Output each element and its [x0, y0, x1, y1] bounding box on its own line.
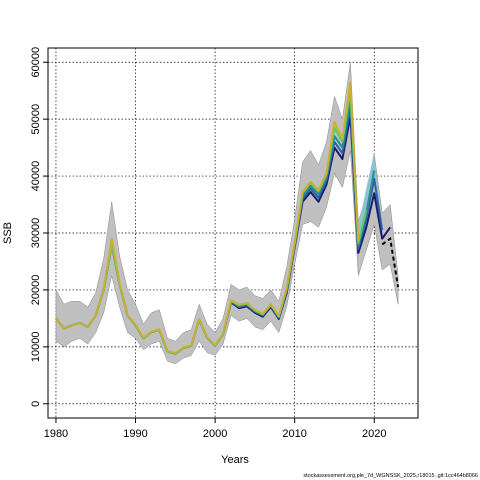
x-tick-label: 2010	[282, 428, 306, 440]
ssb-series-line-3	[55, 98, 376, 355]
confidence-band	[55, 62, 399, 365]
y-tick-label: 50000	[30, 104, 42, 135]
ssb-series-line-5	[55, 81, 360, 355]
y-tick-label: 60000	[30, 47, 42, 78]
series-lines	[55, 81, 400, 355]
grid-lines	[48, 48, 418, 418]
y-tick-label: 20000	[30, 275, 42, 306]
y-tick-label: 0	[30, 401, 42, 407]
y-tick-label: 30000	[30, 218, 42, 249]
y-axis-title: SSB	[2, 222, 14, 244]
x-tick-label: 2000	[203, 428, 227, 440]
y-tick-label: 40000	[30, 161, 42, 192]
x-axis: 1980 1990 2000 2010 2020	[44, 418, 386, 440]
x-tick-label: 1990	[123, 428, 147, 440]
y-axis: 0 10000 20000 30000 40000 50000 60000	[30, 47, 48, 407]
y-tick-label: 10000	[30, 332, 42, 363]
forecast-line	[381, 236, 400, 288]
x-tick-label: 2020	[362, 428, 386, 440]
x-tick-label: 1980	[44, 428, 68, 440]
uncertainty-bands	[55, 62, 399, 365]
x-axis-title: Years	[221, 454, 249, 466]
footnote-source: stockassessment.org,ple_7d_WGNSSK_2025,r…	[303, 473, 478, 479]
